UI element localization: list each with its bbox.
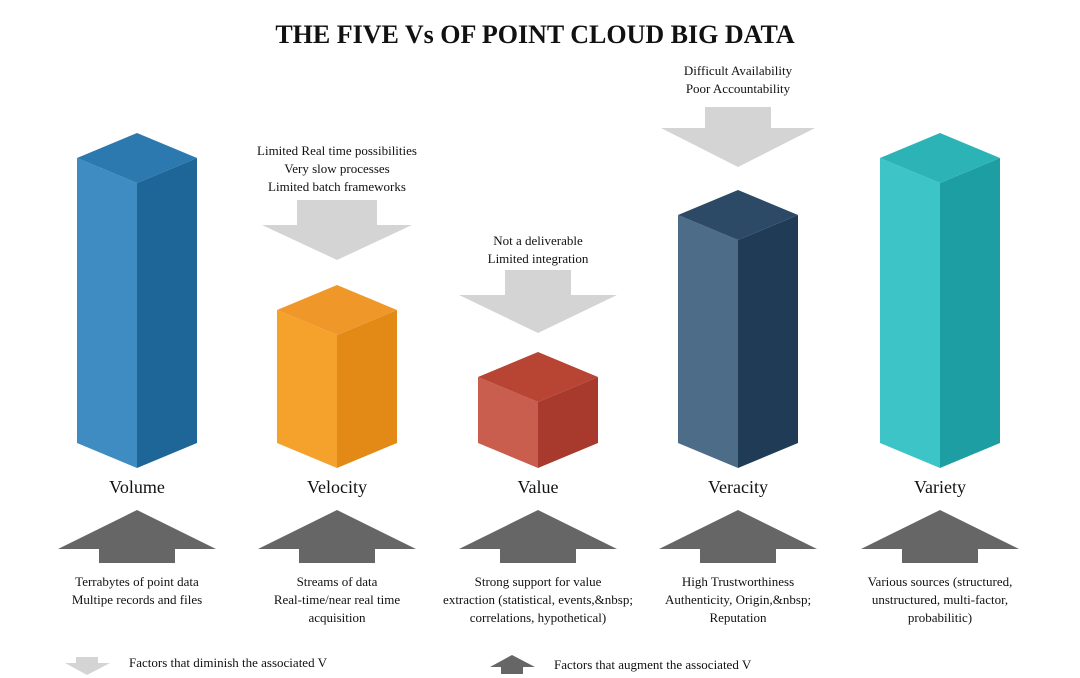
- diminish-arrow: [459, 270, 617, 333]
- diminish-text: Difficult Availability: [684, 63, 793, 78]
- box: [478, 352, 598, 468]
- box-right: [337, 310, 397, 468]
- v-name: Veracity: [708, 477, 768, 497]
- box-right: [137, 158, 197, 468]
- box-top: [478, 352, 598, 402]
- title: THE FIVE Vs OF POINT CLOUD BIG DATA: [275, 20, 795, 49]
- augment-text: Strong support for value: [475, 574, 602, 589]
- box-left: [77, 158, 137, 468]
- diminish-text: Very slow processes: [284, 161, 389, 176]
- diminish-text: Limited integration: [488, 251, 589, 266]
- augment-arrow: [58, 510, 216, 563]
- augment-text: Multipe records and files: [72, 592, 202, 607]
- augment-text: Reputation: [709, 610, 767, 625]
- diminish-text: Limited batch frameworks: [268, 179, 406, 194]
- box-left: [478, 377, 538, 468]
- augment-text: Streams of data: [297, 574, 378, 589]
- v-name: Value: [518, 477, 559, 497]
- augment-text: Real-time/near real time: [274, 592, 401, 607]
- legend-augment-icon: [490, 655, 535, 674]
- legend-augment: Factors that augment the associated V: [554, 657, 752, 672]
- box: [880, 133, 1000, 468]
- augment-text: probabilitic): [908, 610, 972, 625]
- augment-text: acquisition: [308, 610, 366, 625]
- augment-text: Various sources (structured,: [868, 574, 1013, 589]
- box-left: [678, 215, 738, 468]
- augment-arrow: [459, 510, 617, 563]
- box: [277, 285, 397, 468]
- box-right: [940, 158, 1000, 468]
- box-left: [277, 310, 337, 468]
- augment-text: extraction (statistical, events,&nbsp;: [443, 592, 633, 607]
- augment-text: Authenticity, Origin,&nbsp;: [665, 592, 811, 607]
- augment-arrow: [659, 510, 817, 563]
- legend-diminish-icon: [65, 657, 110, 675]
- v-name: Variety: [914, 477, 966, 497]
- diminish-text: Poor Accountability: [686, 81, 791, 96]
- box: [678, 190, 798, 468]
- box-top: [880, 133, 1000, 183]
- augment-text: correlations, hypothetical): [470, 610, 606, 625]
- v-name: Velocity: [307, 477, 367, 497]
- diminish-text: Not a deliverable: [493, 233, 583, 248]
- legend-diminish: Factors that diminish the associated V: [129, 655, 328, 670]
- augment-arrow: [258, 510, 416, 563]
- diminish-text: Limited Real time possibilities: [257, 143, 417, 158]
- diminish-arrow: [262, 200, 412, 260]
- augment-text: Terrabytes of point data: [75, 574, 199, 589]
- augment-arrow: [861, 510, 1019, 563]
- box-top: [678, 190, 798, 240]
- box-top: [277, 285, 397, 335]
- box: [77, 133, 197, 468]
- augment-text: High Trustworthiness: [682, 574, 794, 589]
- v-name: Volume: [109, 477, 165, 497]
- box-left: [880, 158, 940, 468]
- augment-text: unstructured, multi-factor,: [872, 592, 1008, 607]
- box-right: [738, 215, 798, 468]
- diminish-arrow: [661, 107, 815, 167]
- box-right: [538, 377, 598, 468]
- box-top: [77, 133, 197, 183]
